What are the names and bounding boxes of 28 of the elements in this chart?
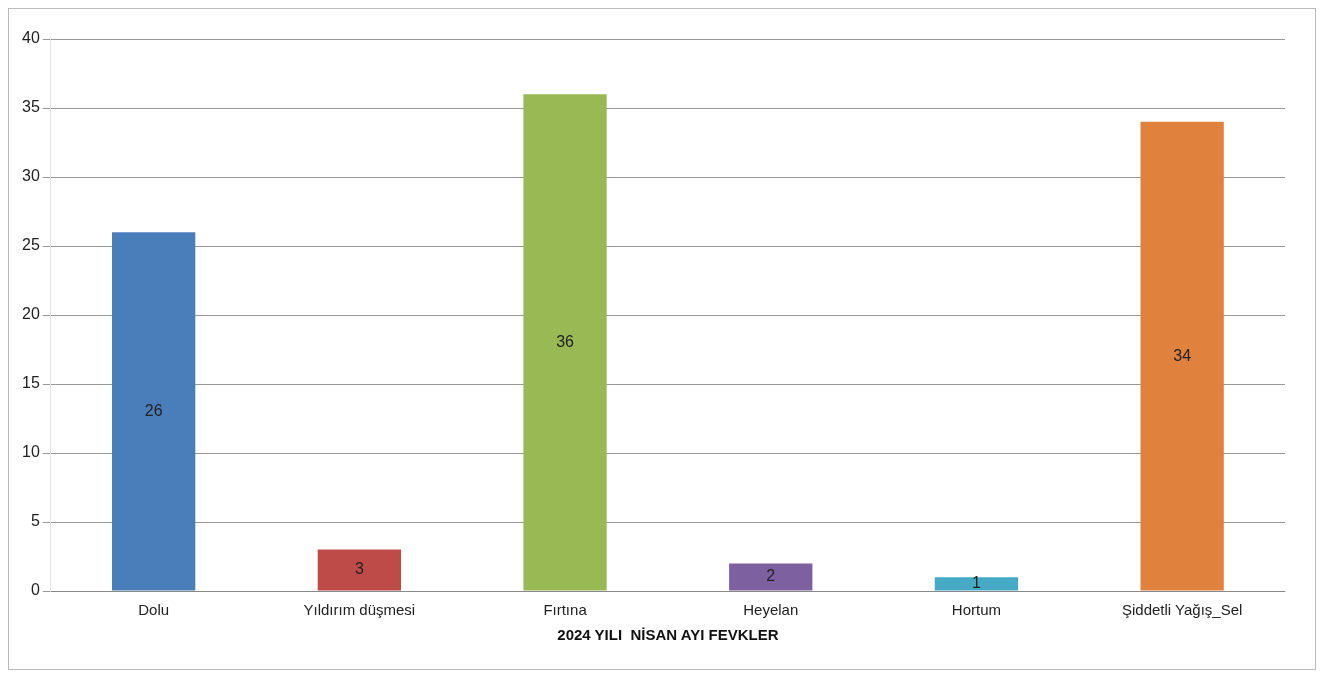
data-label: 36	[556, 332, 575, 350]
y-tick-label: 0	[30, 581, 40, 599]
y-tick-label: 40	[22, 29, 40, 47]
x-tick-label: Heyelan	[743, 601, 799, 619]
x-tick-label: Hortum	[951, 601, 1002, 619]
y-tick-label: 30	[22, 167, 40, 185]
x-tick-label: Şiddetli Yağış_Sel	[1121, 601, 1243, 619]
x-tick-label: Fırtına	[543, 601, 588, 619]
x-tick-label: Dolu	[138, 601, 170, 619]
bar	[111, 232, 196, 591]
data-label: 34	[1173, 346, 1192, 364]
y-tick-label: 15	[22, 374, 40, 392]
y-tick-label: 10	[22, 443, 40, 461]
y-tick-label: 5	[30, 512, 40, 530]
bar	[934, 577, 1019, 591]
y-tick-label: 25	[22, 236, 40, 254]
data-label: 3	[354, 560, 364, 578]
bar	[729, 563, 813, 591]
y-tick-label: 35	[22, 98, 40, 116]
bar	[317, 549, 401, 591]
bar	[523, 94, 607, 591]
data-label: 1	[972, 574, 981, 592]
data-label: 2	[766, 567, 776, 585]
bar	[1140, 121, 1224, 591]
data-label: 26	[144, 401, 163, 419]
x-axis-title: 2024 YILI NİSAN AYI FEVKLER	[557, 626, 779, 644]
x-tick-label: Yıldırım düşmesi	[303, 601, 416, 619]
y-tick-label: 20	[22, 305, 40, 323]
